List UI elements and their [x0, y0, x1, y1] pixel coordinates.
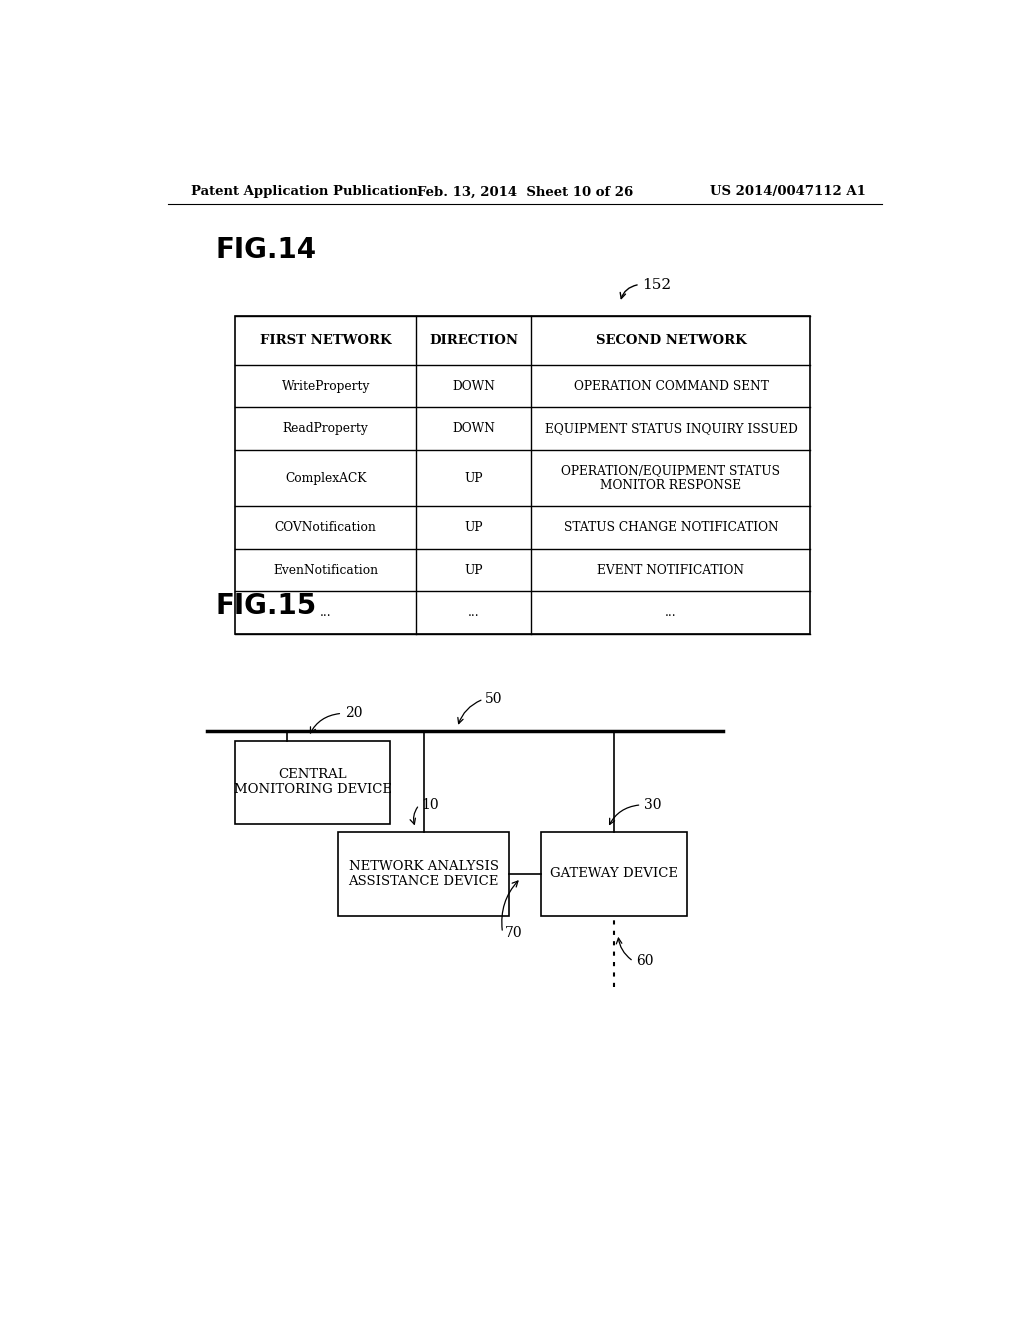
Text: COVNotification: COVNotification [274, 521, 377, 533]
Bar [236, 315, 811, 634]
Text: 152: 152 [642, 279, 672, 293]
Text: UP: UP [465, 521, 483, 533]
Text: ...: ... [319, 606, 332, 619]
Text: NETWORK ANALYSIS
ASSISTANCE DEVICE: NETWORK ANALYSIS ASSISTANCE DEVICE [348, 859, 499, 888]
Text: DOWN: DOWN [453, 422, 496, 436]
Text: Patent Application Publication: Patent Application Publication [191, 185, 418, 198]
Text: US 2014/0047112 A1: US 2014/0047112 A1 [711, 185, 866, 198]
Text: ComplexACK: ComplexACK [285, 471, 367, 484]
Text: ...: ... [666, 606, 677, 619]
Text: 50: 50 [485, 692, 503, 706]
Text: Feb. 13, 2014  Sheet 10 of 26: Feb. 13, 2014 Sheet 10 of 26 [417, 185, 633, 198]
Text: 10: 10 [422, 797, 439, 812]
Bar [338, 833, 509, 916]
Text: OPERATION COMMAND SENT: OPERATION COMMAND SENT [573, 380, 768, 392]
Text: OPERATION/EQUIPMENT STATUS
MONITOR RESPONSE: OPERATION/EQUIPMENT STATUS MONITOR RESPO… [561, 465, 780, 492]
Text: EQUIPMENT STATUS INQUIRY ISSUED: EQUIPMENT STATUS INQUIRY ISSUED [545, 422, 798, 436]
Text: 20: 20 [345, 706, 362, 721]
Text: DIRECTION: DIRECTION [429, 334, 518, 347]
Text: WriteProperty: WriteProperty [282, 380, 370, 392]
Text: ReadProperty: ReadProperty [283, 422, 369, 436]
Text: FIRST NETWORK: FIRST NETWORK [260, 334, 391, 347]
Text: SECOND NETWORK: SECOND NETWORK [596, 334, 746, 347]
Text: FIG.15: FIG.15 [215, 591, 316, 619]
Bar [541, 833, 687, 916]
Text: GATEWAY DEVICE: GATEWAY DEVICE [550, 867, 678, 880]
Text: 30: 30 [644, 797, 662, 812]
Text: CENTRAL
MONITORING DEVICE: CENTRAL MONITORING DEVICE [233, 768, 391, 796]
Text: EVENT NOTIFICATION: EVENT NOTIFICATION [597, 564, 744, 577]
Text: ...: ... [468, 606, 479, 619]
Text: STATUS CHANGE NOTIFICATION: STATUS CHANGE NOTIFICATION [563, 521, 778, 533]
Text: UP: UP [465, 471, 483, 484]
Text: 60: 60 [636, 954, 653, 969]
Text: UP: UP [465, 564, 483, 577]
Text: 70: 70 [505, 925, 522, 940]
Bar [236, 741, 390, 824]
Text: FIG.14: FIG.14 [215, 236, 316, 264]
Text: EvenNotification: EvenNotification [273, 564, 378, 577]
Text: DOWN: DOWN [453, 380, 496, 392]
